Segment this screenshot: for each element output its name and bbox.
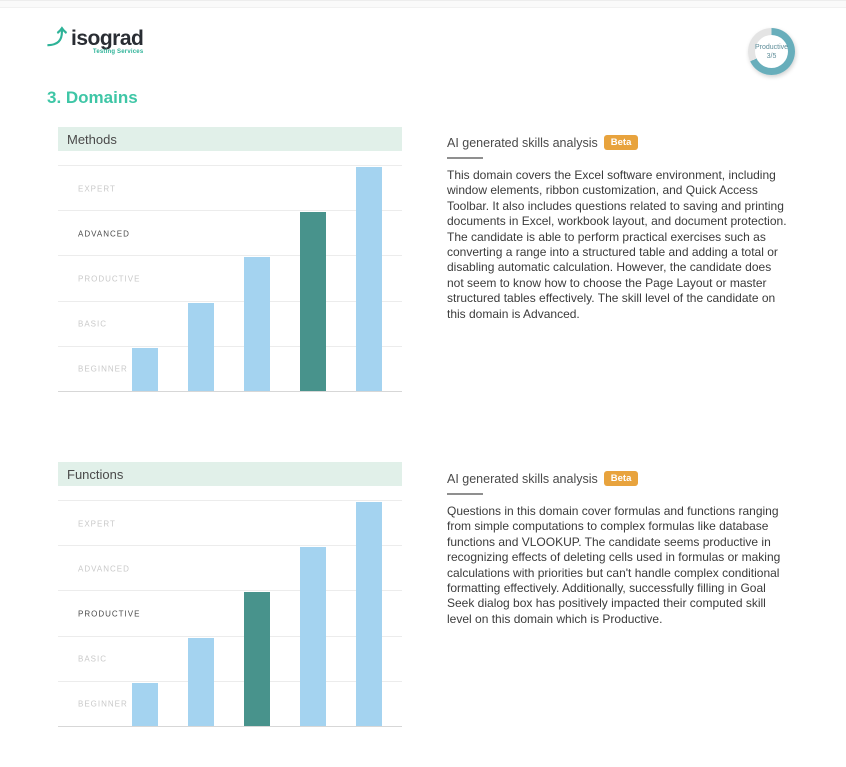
bar-functions-level-3-achieved <box>244 592 271 726</box>
bar-methods-level-4-achieved <box>300 212 327 391</box>
y-axis-label-productive: PRODUCTIVE <box>78 274 141 284</box>
y-axis-label-basic: BASIC <box>78 319 108 329</box>
functions-skill-chart: BEGINNER BASIC PRODUCTIVE ADVANCED EXPERT <box>58 500 402 727</box>
methods-panel: Methods BEGINNER BASIC PRODUCTIVE ADVANCED E… <box>58 127 402 392</box>
functions-panel: Functions BEGINNER BASIC PRODUCTIVE ADVANCE… <box>58 462 402 727</box>
beta-badge: Beta <box>603 471 639 486</box>
analysis-divider <box>447 157 483 159</box>
bar-methods-level-3 <box>244 257 271 391</box>
gridline <box>58 391 402 392</box>
bar-functions-level-2 <box>188 637 215 726</box>
bar-functions-level-1 <box>131 682 158 726</box>
overall-score-gauge: Productive 3/5 <box>748 28 795 75</box>
page-top-strip <box>0 0 846 8</box>
beta-badge: Beta <box>603 135 639 150</box>
bar-methods-level-2 <box>188 302 215 391</box>
gridline <box>58 726 402 727</box>
functions-panel-header: Functions <box>58 462 402 486</box>
section-title: 3. Domains <box>47 88 138 107</box>
y-axis-label-beginner: BEGINNER <box>78 699 128 709</box>
gridline <box>58 590 402 592</box>
gauge-center: Productive 3/5 <box>755 35 788 68</box>
bar-methods-level-5 <box>356 167 383 391</box>
functions-analysis-text: Questions in this domain cover formulas … <box>447 504 781 626</box>
isograd-logo: ⤴ isograd Testing Services <box>47 27 144 55</box>
methods-panel-header: Methods <box>58 127 402 151</box>
gridline <box>58 500 402 501</box>
y-axis-label-beginner: BEGINNER <box>78 364 128 374</box>
gauge-level-label: Productive <box>754 43 789 51</box>
analysis-title: AI generated skills analysis Beta <box>447 471 790 486</box>
bar-methods-level-1 <box>131 347 158 391</box>
methods-analysis: AI generated skills analysis Beta This d… <box>447 135 790 322</box>
functions-analysis: AI generated skills analysis Beta Questi… <box>447 471 790 627</box>
y-axis-label-advanced: ADVANCED <box>78 229 130 239</box>
arrow-up-right-icon: ⤴ <box>47 27 67 49</box>
y-axis-label-advanced: ADVANCED <box>78 564 130 574</box>
y-axis-label-expert: EXPERT <box>78 184 116 194</box>
analysis-title-text: AI generated skills analysis <box>447 135 598 150</box>
methods-analysis-text: This domain covers the Excel software en… <box>447 168 787 321</box>
gauge-score: 3/5 <box>766 52 777 60</box>
methods-skill-chart: BEGINNER BASIC PRODUCTIVE ADVANCED EXPERT <box>58 165 402 392</box>
gridline <box>58 210 402 212</box>
bar-functions-level-4 <box>300 547 327 726</box>
bar-functions-level-5 <box>356 502 383 726</box>
gridline <box>58 635 402 637</box>
y-axis-label-expert: EXPERT <box>78 519 116 529</box>
gridline <box>58 345 402 347</box>
analysis-divider <box>447 493 483 495</box>
gridline <box>58 255 402 257</box>
logo-name: isograd <box>71 27 144 50</box>
analysis-title: AI generated skills analysis Beta <box>447 135 790 150</box>
y-axis-label-productive: PRODUCTIVE <box>78 609 141 619</box>
analysis-title-text: AI generated skills analysis <box>447 471 598 486</box>
y-axis-label-basic: BASIC <box>78 654 108 664</box>
logo-tagline: Testing Services <box>92 49 144 55</box>
gridline <box>58 680 402 682</box>
gridline <box>58 300 402 302</box>
gridline <box>58 165 402 166</box>
gridline <box>58 545 402 547</box>
